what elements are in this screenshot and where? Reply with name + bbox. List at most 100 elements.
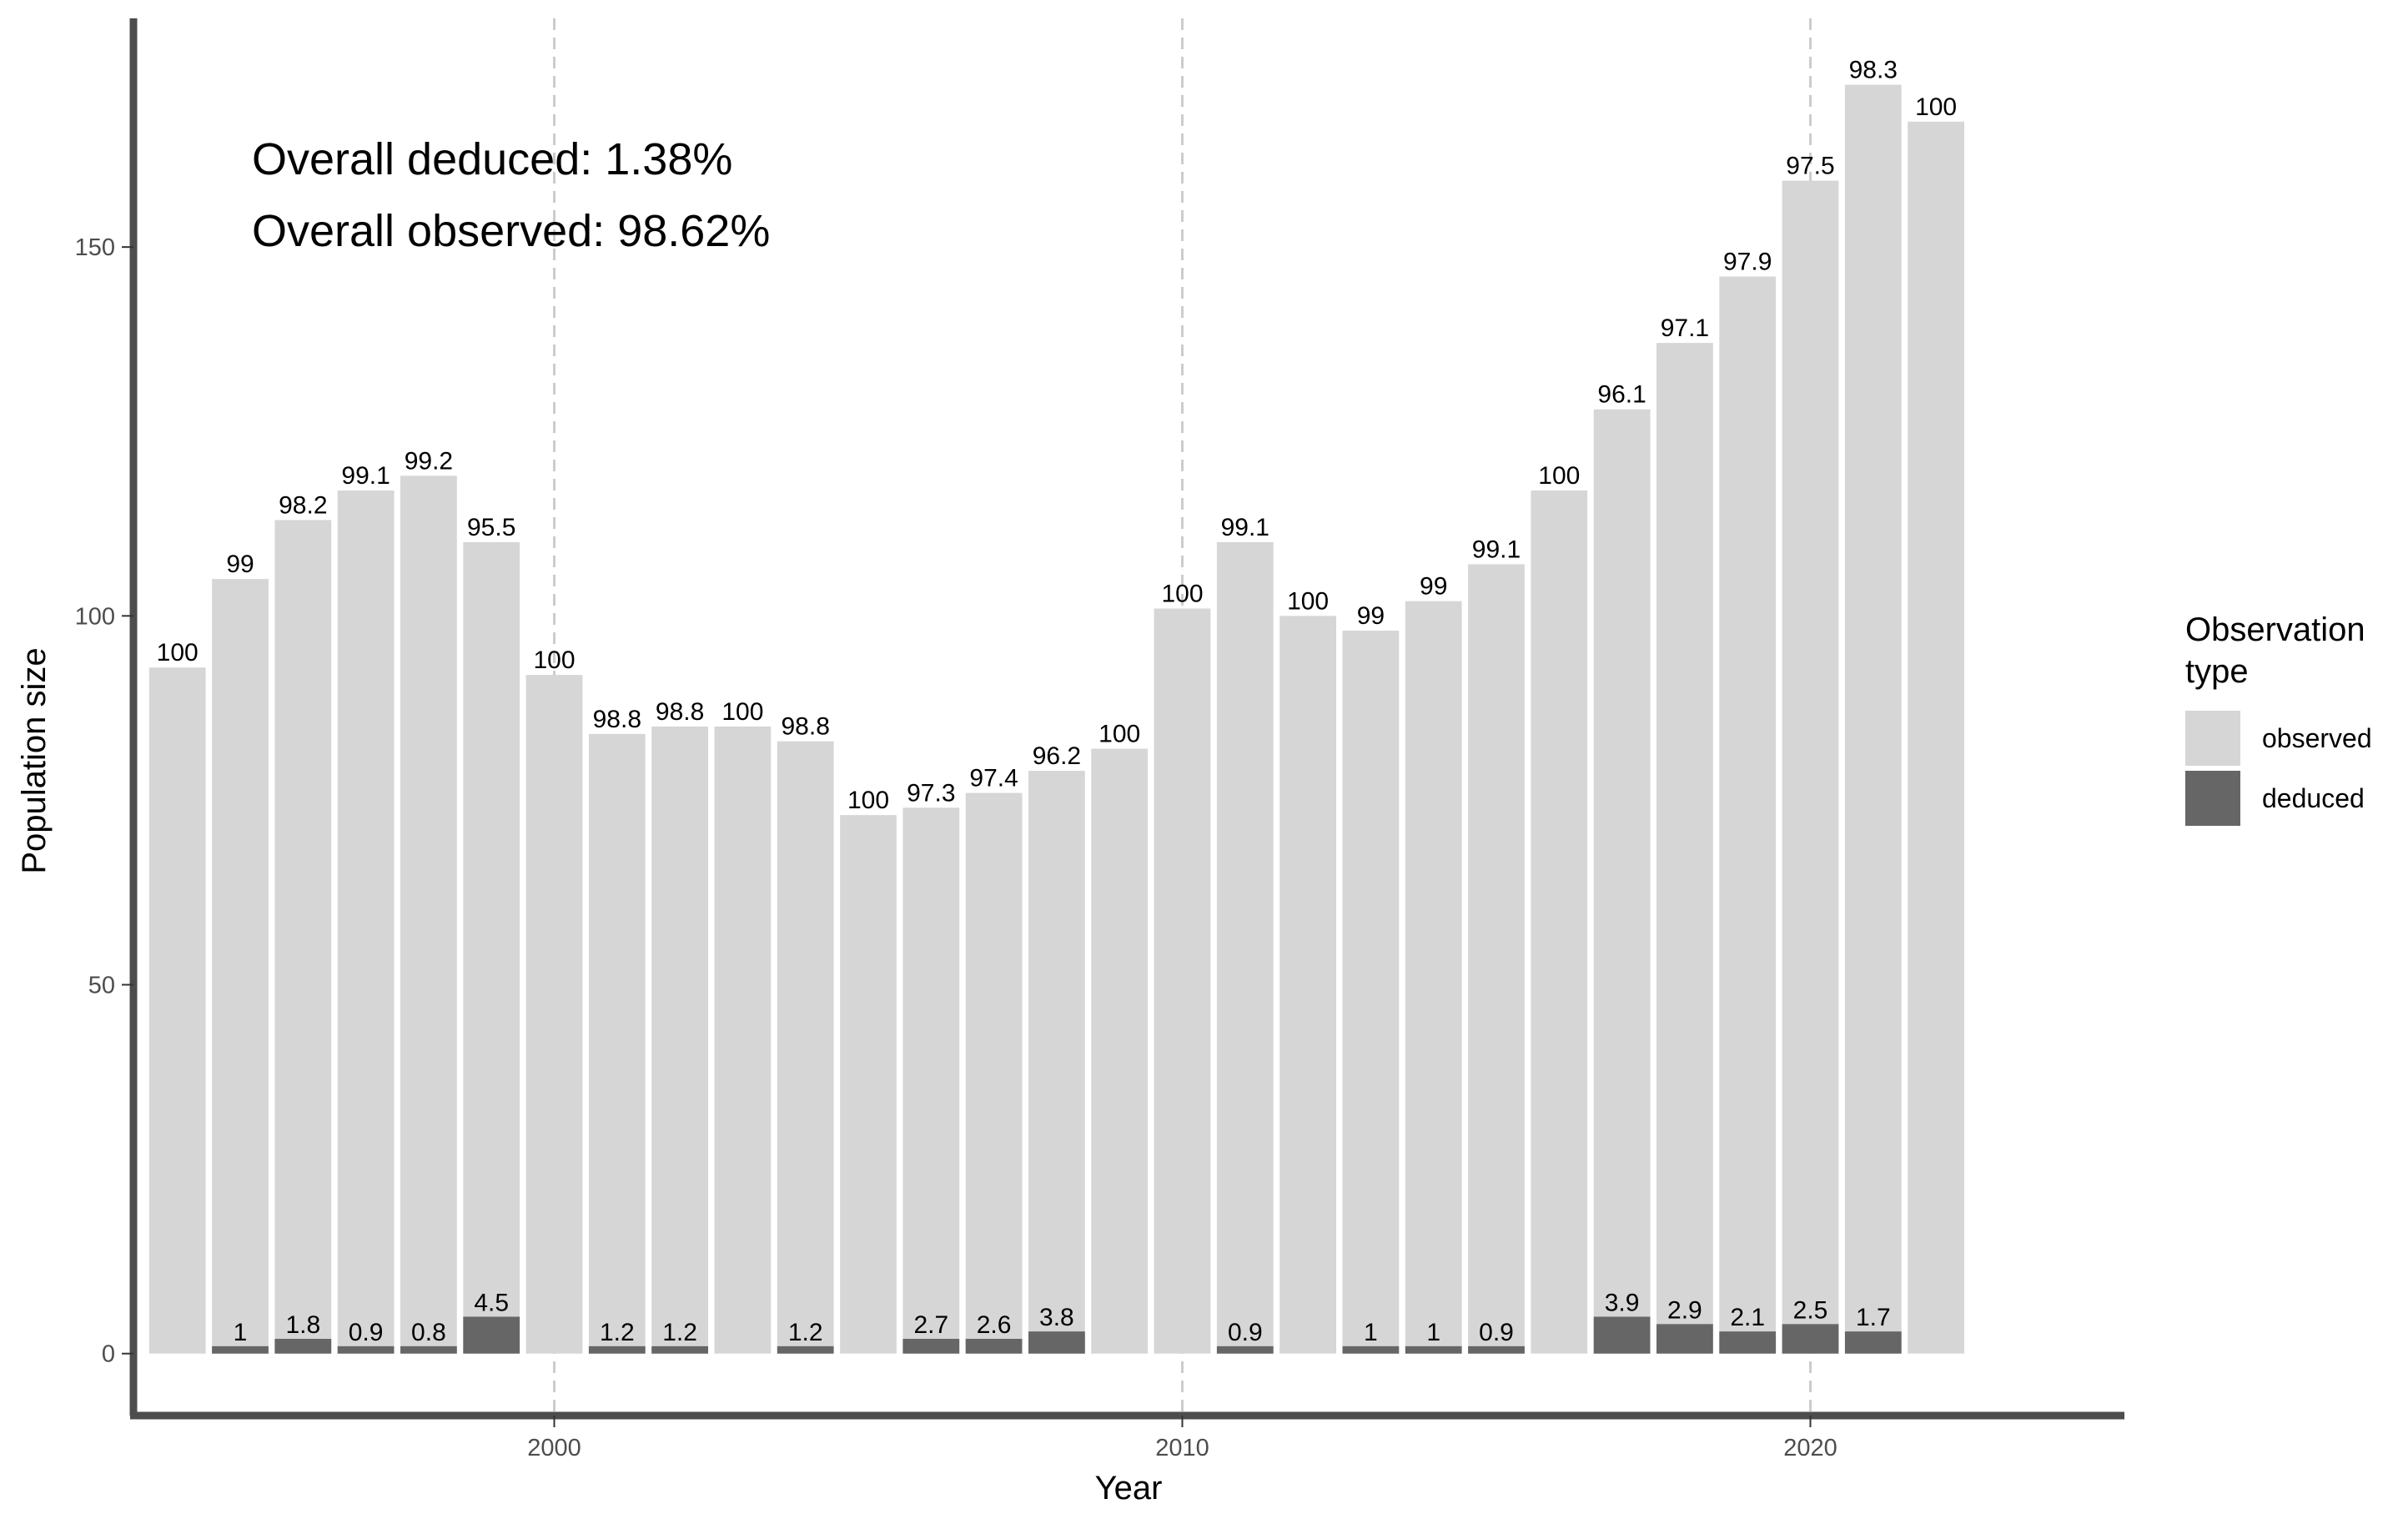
x-tick-label: 2010	[1155, 1435, 1209, 1461]
label-deduced-2001: 1.2	[600, 1319, 635, 1346]
label-observed-2016: 100	[1538, 462, 1580, 490]
bar-observed-2015	[1468, 564, 1525, 1354]
label-deduced-2004: 1.2	[788, 1319, 823, 1346]
deduced-bars	[212, 1316, 1902, 1354]
label-observed-2022: 100	[1915, 93, 1957, 121]
y-tick-label: 100	[75, 603, 115, 630]
x-axis-title: Year	[1095, 1470, 1163, 1506]
bar-observed-2001	[588, 733, 646, 1354]
label-deduced-2014: 1	[1426, 1319, 1440, 1346]
bar-deduced-2011	[1216, 1345, 1274, 1354]
label-deduced-1995: 1	[234, 1319, 248, 1346]
bar-observed-1994	[148, 667, 206, 1354]
y-axis-title: Population size	[16, 647, 53, 873]
label-deduced-1997: 0.9	[349, 1319, 384, 1346]
bar-labels: 100 99 1 98.2 1.8 99.1 0.9 99.2 0.8 95.5 4.5 100 98.…	[157, 57, 1957, 1346]
x-tick-label: 2020	[1783, 1435, 1837, 1461]
legend: Observation type observed deduced	[2185, 611, 2372, 826]
label-observed-2007: 97.4	[969, 765, 1018, 792]
bar-deduced-2020	[1782, 1324, 1839, 1354]
label-observed-1999: 95.5	[467, 514, 515, 541]
label-observed-2010: 100	[1161, 580, 1203, 607]
bar-deduced-1998	[400, 1345, 457, 1354]
label-deduced-2013: 1	[1364, 1319, 1378, 1346]
bar-observed-2005	[840, 815, 897, 1354]
legend-title-line2: type	[2185, 653, 2249, 690]
bar-observed-1995	[212, 579, 269, 1354]
observed-bars	[148, 84, 1964, 1354]
bar-deduced-2006	[902, 1339, 960, 1354]
label-observed-2012: 100	[1287, 587, 1329, 615]
label-deduced-2002: 1.2	[662, 1319, 697, 1346]
bar-observed-2000	[525, 675, 583, 1354]
bar-observed-2002	[651, 726, 708, 1354]
label-observed-2004: 98.8	[782, 713, 830, 741]
bar-deduced-2018	[1656, 1324, 1713, 1354]
y-tick-label: 50	[88, 973, 115, 999]
bar-observed-1996	[274, 520, 332, 1354]
label-observed-2003: 100	[721, 698, 763, 726]
bar-observed-1999	[463, 541, 520, 1354]
label-deduced-2020: 2.5	[1793, 1296, 1828, 1324]
legend-label-deduced: deduced	[2262, 783, 2365, 813]
bar-observed-2016	[1531, 490, 1588, 1354]
label-observed-2006: 97.3	[907, 779, 955, 807]
label-observed-2005: 100	[847, 787, 889, 814]
label-observed-2008: 96.2	[1033, 742, 1081, 770]
bar-observed-2019	[1719, 276, 1777, 1354]
label-observed-2020: 97.5	[1786, 153, 1834, 180]
label-deduced-2006: 2.7	[913, 1311, 948, 1339]
y-tick-label: 0	[102, 1341, 115, 1368]
bar-observed-2008	[1028, 771, 1085, 1354]
bar-observed-2007	[965, 792, 1023, 1354]
label-observed-1997: 99.1	[341, 462, 390, 490]
bar-observed-2017	[1593, 409, 1651, 1354]
bar-observed-2006	[902, 807, 960, 1354]
label-observed-2015: 99.1	[1472, 536, 1521, 563]
bar-observed-2018	[1656, 343, 1713, 1354]
label-observed-2001: 98.8	[593, 706, 641, 733]
label-observed-2021: 98.3	[1849, 57, 1898, 84]
bar-observed-2010	[1154, 608, 1211, 1354]
label-observed-2009: 100	[1098, 721, 1140, 748]
bar-observed-2003	[714, 726, 772, 1354]
bar-observed-2014	[1405, 601, 1462, 1354]
legend-title: Observation	[2185, 611, 2365, 648]
label-observed-2018: 97.1	[1661, 314, 1709, 342]
bar-deduced-2019	[1719, 1331, 1777, 1354]
label-deduced-2021: 1.7	[1856, 1304, 1891, 1331]
bar-observed-2011	[1216, 541, 1274, 1354]
label-observed-2011: 99.1	[1221, 514, 1269, 541]
bar-deduced-2013	[1342, 1345, 1400, 1354]
legend-swatch-observed	[2185, 711, 2240, 766]
bar-deduced-2002	[651, 1345, 708, 1354]
label-deduced-2011: 0.9	[1228, 1319, 1263, 1346]
label-observed-2000: 100	[533, 646, 575, 674]
label-deduced-2015: 0.9	[1479, 1319, 1514, 1346]
label-observed-2014: 99	[1420, 573, 1447, 601]
label-deduced-1999: 4.5	[474, 1289, 509, 1316]
x-tick-label: 2000	[527, 1435, 581, 1461]
bar-deduced-1999	[463, 1316, 520, 1354]
bar-observed-2012	[1279, 616, 1336, 1354]
label-observed-1998: 99.2	[405, 447, 453, 475]
legend-swatch-deduced	[2185, 771, 2240, 826]
legend-label-observed: observed	[2262, 723, 2372, 753]
label-observed-2019: 97.9	[1723, 249, 1772, 276]
bar-deduced-2015	[1468, 1345, 1525, 1354]
bar-observed-2009	[1091, 748, 1149, 1354]
label-observed-2002: 98.8	[656, 698, 704, 726]
bar-deduced-1996	[274, 1339, 332, 1354]
label-observed-2013: 99	[1357, 602, 1385, 630]
label-deduced-2018: 2.9	[1667, 1296, 1702, 1324]
axes: 0 50 100 150 2000 2010 2020	[75, 18, 2124, 1461]
label-observed-1996: 98.2	[279, 491, 327, 519]
bar-deduced-2021	[1844, 1331, 1902, 1354]
bar-observed-2020	[1782, 180, 1839, 1354]
bar-deduced-2007	[965, 1339, 1023, 1354]
bar-observed-2022	[1908, 121, 1964, 1354]
label-deduced-1996: 1.8	[285, 1311, 320, 1339]
bar-deduced-1995	[212, 1345, 269, 1354]
label-deduced-2008: 3.8	[1039, 1304, 1074, 1331]
